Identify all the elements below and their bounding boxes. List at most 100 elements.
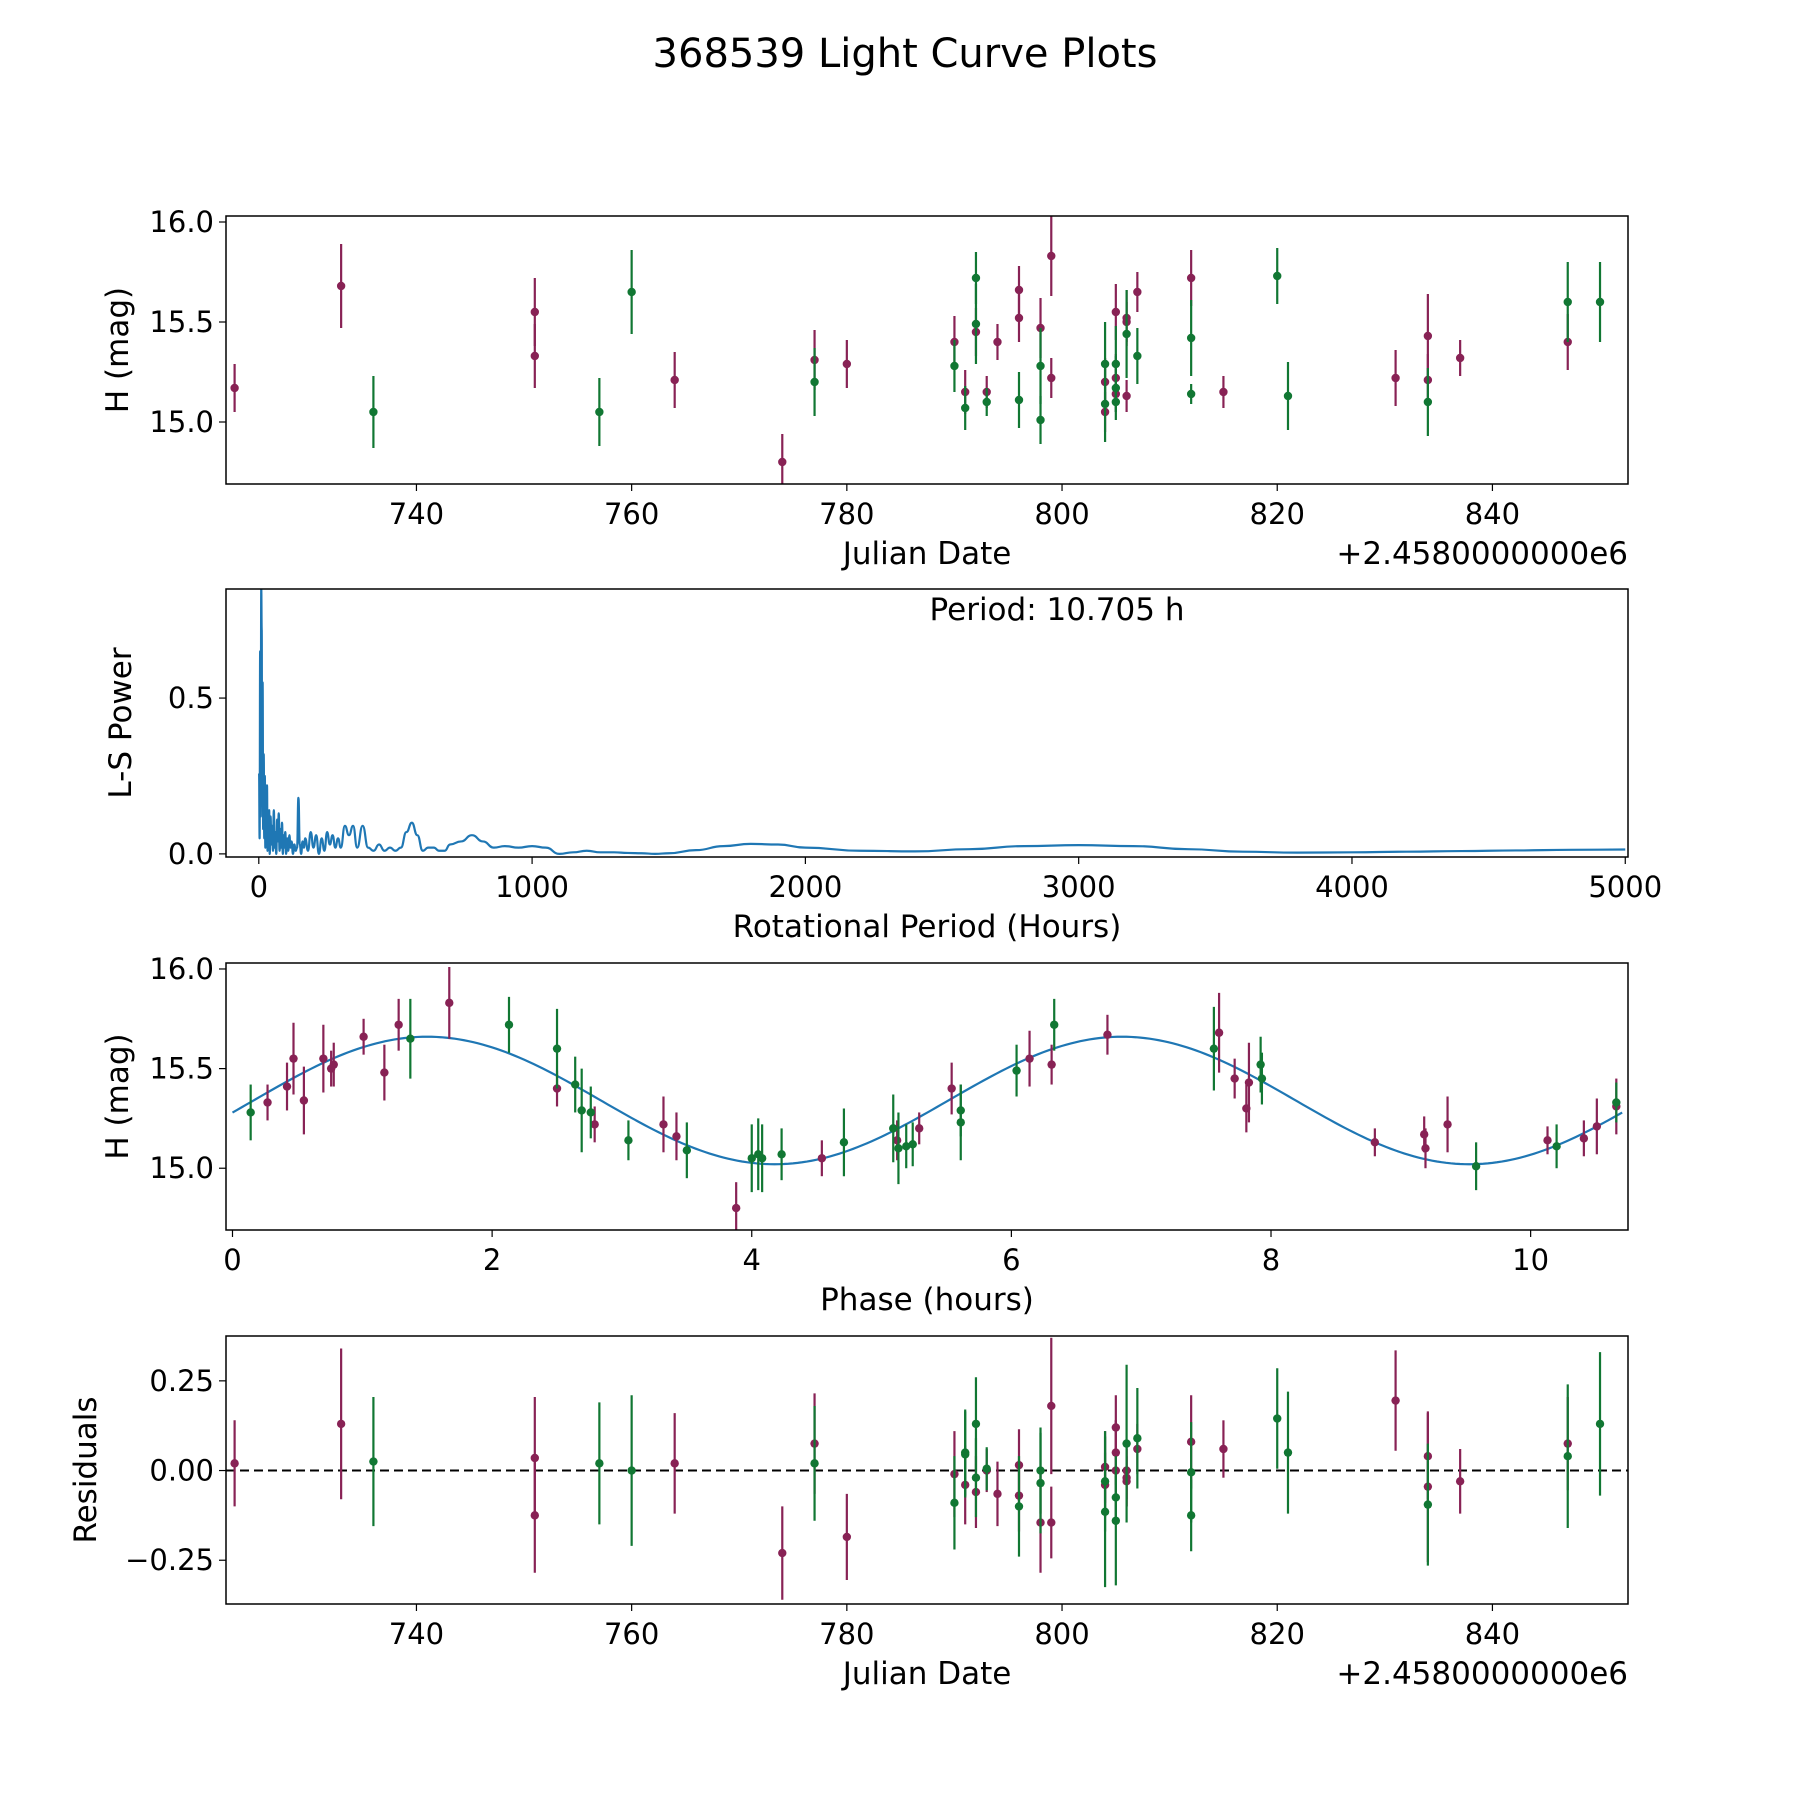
data-point — [445, 998, 454, 1008]
data-point — [1471, 1162, 1481, 1171]
data-point — [1391, 373, 1400, 383]
data-point — [1025, 1054, 1034, 1063]
data-point — [1014, 395, 1024, 405]
x-tick-label: 10 — [1512, 1243, 1549, 1277]
data-point — [1273, 1414, 1282, 1423]
data-point — [530, 307, 540, 317]
data-point — [889, 1124, 898, 1133]
data-point — [1579, 1134, 1589, 1143]
data-point — [552, 1084, 562, 1093]
data-point — [369, 1457, 378, 1466]
period-annotation: Period: 10.705 h — [930, 592, 1185, 628]
data-point — [1552, 1142, 1561, 1151]
data-point — [380, 1068, 389, 1077]
data-point — [336, 281, 346, 291]
data-point — [329, 1060, 338, 1069]
data-point — [1100, 1507, 1110, 1516]
x-tick-label: 8 — [1262, 1243, 1280, 1277]
data-point — [1563, 297, 1572, 307]
data-point — [1122, 391, 1131, 401]
data-point — [530, 1511, 540, 1520]
data-point — [1050, 1020, 1059, 1029]
data-point — [336, 1419, 346, 1429]
x-tick-label: 6 — [1002, 1243, 1020, 1277]
data-layer — [230, 1337, 1605, 1600]
data-point — [908, 1140, 917, 1149]
data-point — [359, 1032, 368, 1041]
data-point — [263, 1098, 272, 1107]
data-point — [571, 1080, 580, 1089]
data-point — [595, 1459, 604, 1468]
data-point — [971, 273, 981, 283]
x-tick-label: 800 — [1034, 1617, 1089, 1651]
x-offset-label: +2.4580000000e6 — [1336, 1656, 1628, 1692]
y-tick-label: 16.0 — [149, 205, 214, 239]
x-tick-label: 2000 — [768, 870, 842, 904]
data-point — [1122, 1439, 1131, 1448]
y-axis-label: H (mag) — [100, 1033, 136, 1159]
phased-lightcurve-panel: 0 2 4 6 8 10 15.0 15.5 16.0 Phase (hours) H (mag) — [100, 952, 1629, 1318]
data-point — [230, 1459, 239, 1468]
data-point — [1595, 297, 1605, 307]
data-point — [1543, 1136, 1552, 1145]
data-point — [778, 1548, 787, 1558]
plot-frame — [225, 962, 1629, 1231]
data-point — [1391, 1396, 1400, 1405]
data-point — [1283, 1448, 1293, 1457]
residuals-panel: 740 760 780 800 820 840 −0.25 0.00 0.25 Julian Da… — [68, 1335, 1629, 1692]
data-point — [369, 407, 378, 417]
y-axis-label: H (mag) — [100, 287, 136, 413]
data-point — [778, 457, 787, 467]
data-point — [394, 1020, 403, 1029]
y-tick-label: 0.25 — [149, 1364, 214, 1398]
data-point — [1122, 329, 1131, 339]
plot-frame — [225, 215, 1629, 485]
data-point — [1047, 251, 1056, 261]
data-point — [1111, 307, 1121, 317]
data-point — [1100, 359, 1110, 369]
data-point — [1423, 1500, 1433, 1509]
data-point — [747, 1154, 756, 1163]
x-tick-label: 800 — [1034, 497, 1089, 531]
x-tick-label: 760 — [604, 497, 659, 531]
data-point — [1047, 1518, 1056, 1527]
x-tick-label: 740 — [389, 497, 444, 531]
data-point — [1421, 1144, 1430, 1153]
data-layer — [257, 589, 1626, 855]
x-offset-label: +2.4580000000e6 — [1336, 536, 1628, 572]
data-point — [810, 377, 819, 387]
y-tick-label: 15.0 — [149, 1151, 214, 1185]
data-point — [993, 337, 1002, 347]
data-point — [1219, 1444, 1228, 1454]
x-axis-label: Rotational Period (Hours) — [733, 909, 1122, 945]
data-point — [1047, 373, 1056, 383]
series-band-green — [369, 1352, 1605, 1588]
data-point — [839, 1138, 849, 1147]
data-point — [1230, 1074, 1239, 1083]
data-point — [577, 1106, 586, 1115]
x-tick-label: 2 — [483, 1243, 501, 1277]
data-point — [1563, 1451, 1572, 1461]
model-curve — [231, 1035, 1623, 1166]
data-point — [1244, 1078, 1254, 1087]
y-tick-label: −0.25 — [125, 1543, 214, 1577]
data-point — [1111, 1516, 1121, 1525]
x-tick-label: 4 — [743, 1243, 761, 1277]
data-point — [1209, 1044, 1219, 1053]
data-point — [1423, 331, 1433, 341]
data-point — [504, 1020, 514, 1029]
data-point — [1036, 1478, 1045, 1488]
data-layer — [246, 966, 1621, 1230]
data-point — [590, 1120, 599, 1129]
data-point — [1186, 273, 1196, 283]
data-point — [670, 1459, 679, 1468]
data-point — [1047, 1401, 1056, 1411]
x-tick-label: 840 — [1465, 497, 1520, 531]
plot-frame — [225, 588, 1629, 858]
data-point — [230, 383, 239, 393]
data-point — [1186, 1468, 1196, 1477]
data-point — [1103, 1030, 1112, 1039]
figure-title: 368539 Light Curve Plots — [653, 31, 1158, 77]
y-axis-label: L-S Power — [103, 647, 139, 798]
